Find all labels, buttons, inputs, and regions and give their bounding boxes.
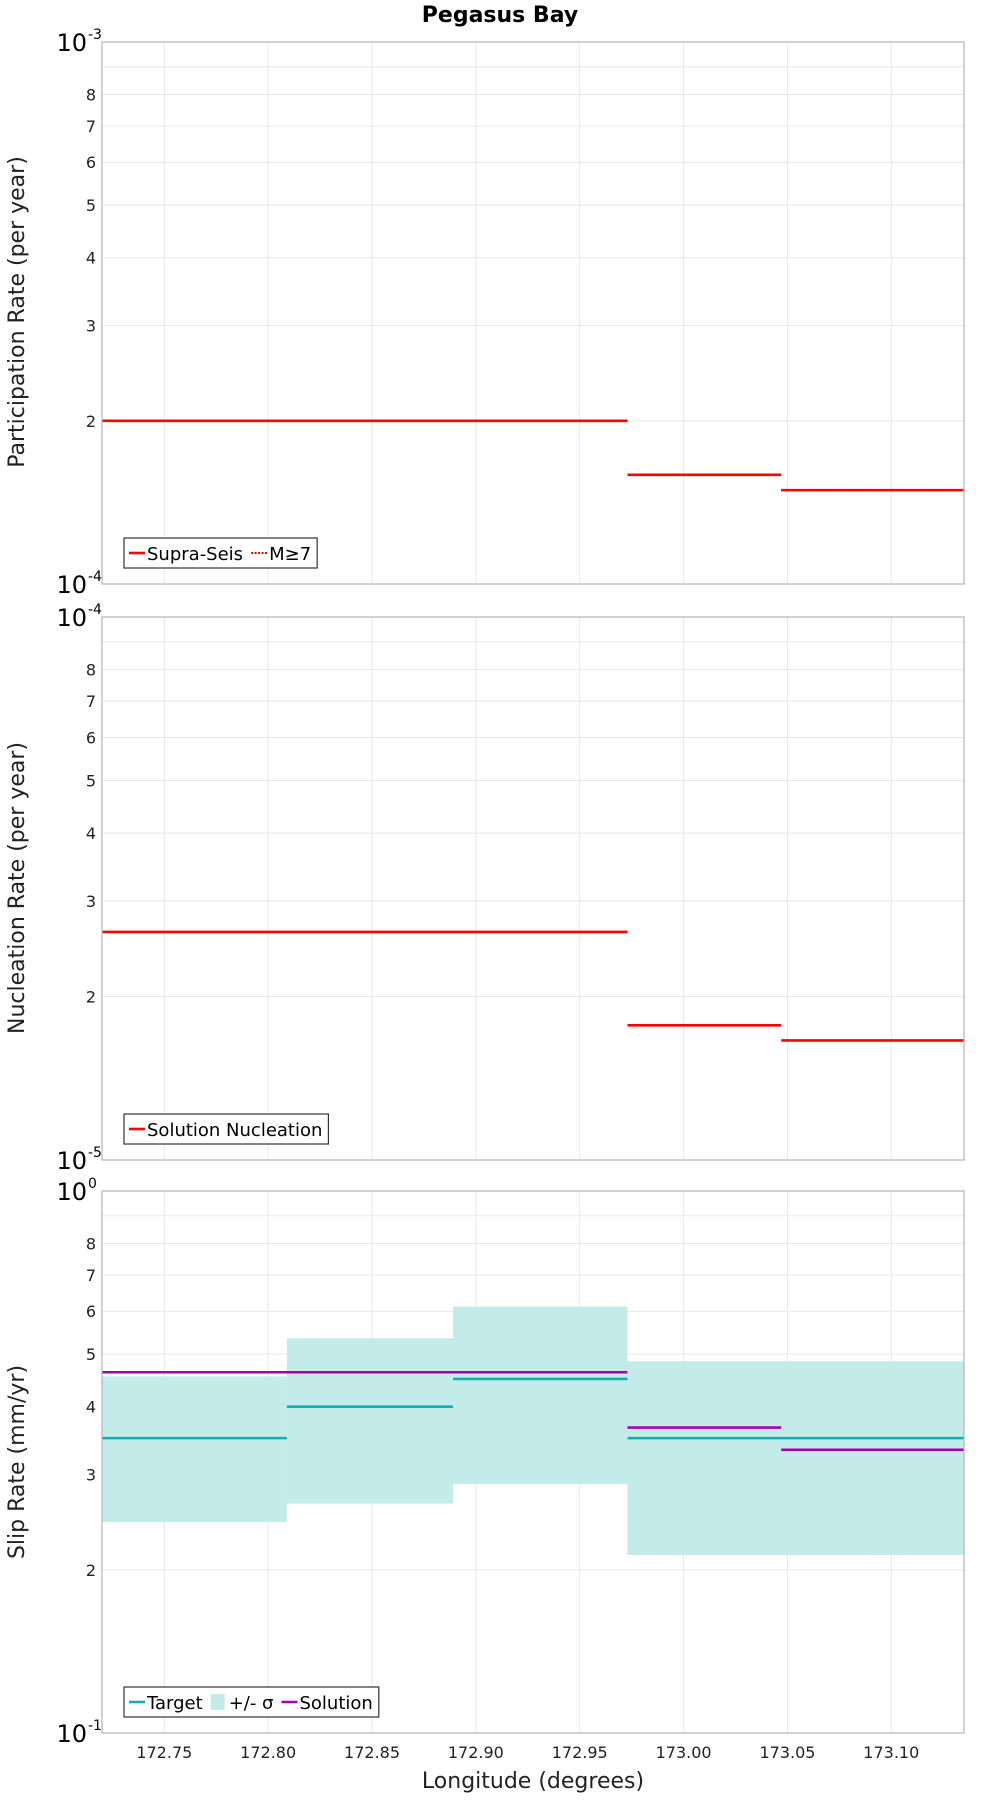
- legend-m-7-label: M≥7: [269, 544, 311, 565]
- legend-solution-nucleation-label: Solution Nucleation: [147, 1120, 322, 1141]
- legend: Supra-Seis M≥7: [123, 537, 318, 569]
- legend-supra-seis-label: Supra-Seis: [147, 544, 243, 565]
- y-tick-label: 4: [86, 824, 96, 843]
- x-tick-label: 172.90: [448, 1743, 504, 1762]
- y-tick-label: 3: [86, 1465, 96, 1484]
- sigma-band: [627, 1361, 964, 1556]
- plot-frame: [101, 41, 965, 585]
- legend: Solution Nucleation: [123, 1113, 330, 1145]
- y-tick-label: 4: [86, 1398, 96, 1417]
- y-major-tick-exponent: -5: [88, 1145, 102, 1161]
- y-tick-label: 7: [86, 117, 96, 136]
- y-tick-label: 5: [86, 1345, 96, 1364]
- y-major-tick-label: 10: [56, 1147, 87, 1175]
- x-axis-label: Longitude (degrees): [422, 1769, 644, 1794]
- legend-box: [123, 1113, 330, 1145]
- y-major-tick-label: 10: [56, 1178, 87, 1206]
- y-major-tick-exponent: -4: [88, 602, 102, 618]
- y-tick-label: 6: [86, 728, 96, 747]
- nucleation-ylabel: Nucleation Rate (per year): [5, 742, 30, 1034]
- y-tick-label: 7: [86, 692, 96, 711]
- legend-solution-label: Solution: [299, 1693, 372, 1714]
- y-tick-label: 4: [86, 249, 96, 268]
- sigma-band: [453, 1306, 628, 1485]
- y-major-tick-label: 10: [56, 604, 87, 632]
- legend-sigma-swatch: [210, 1694, 225, 1710]
- y-major-tick-exponent: -1: [88, 1718, 102, 1734]
- participation-ylabel: Participation Rate (per year): [5, 156, 30, 468]
- y-tick-label: 8: [86, 1235, 96, 1254]
- sigma-band: [102, 1376, 287, 1523]
- y-tick-label: 2: [86, 412, 96, 431]
- y-tick-label: 2: [86, 1561, 96, 1580]
- plot-frame: [101, 1190, 965, 1734]
- y-tick-label: 5: [86, 771, 96, 790]
- y-tick-label: 6: [86, 1302, 96, 1321]
- y-tick-label: 7: [86, 1266, 96, 1285]
- x-tick-label: 172.85: [344, 1743, 400, 1762]
- x-tick-label: 172.80: [240, 1743, 296, 1762]
- x-tick-label: 173.00: [656, 1743, 712, 1762]
- y-tick-label: 5: [86, 196, 96, 215]
- legend-box: [123, 1686, 380, 1718]
- y-major-tick-label: 10: [56, 571, 87, 599]
- legend-box: [123, 537, 318, 569]
- y-tick-label: 8: [86, 661, 96, 680]
- x-tick-label: 173.10: [863, 1743, 919, 1762]
- legend: Target +/- σ Solution: [123, 1686, 380, 1718]
- plot-area: [102, 617, 964, 1160]
- y-tick-label: 3: [86, 892, 96, 911]
- plot-frame: [101, 616, 965, 1161]
- legend-sigma-label: +/- σ: [229, 1693, 274, 1714]
- y-major-tick-exponent: -4: [88, 569, 102, 585]
- y-major-tick-exponent: -3: [88, 27, 102, 43]
- plot-area: [102, 42, 964, 584]
- x-tick-label: 172.95: [552, 1743, 608, 1762]
- x-tick-label: 172.75: [136, 1743, 192, 1762]
- sigma-band: [286, 1338, 454, 1504]
- chart-title: Pegasus Bay: [422, 3, 578, 28]
- y-tick-label: 2: [86, 988, 96, 1007]
- y-tick-label: 6: [86, 153, 96, 172]
- x-tick-label: 173.05: [759, 1743, 815, 1762]
- y-major-tick-label: 10: [56, 29, 87, 57]
- y-major-tick-label: 10: [56, 1720, 87, 1748]
- slip-rate-ylabel: Slip Rate (mm/yr): [5, 1365, 30, 1559]
- y-tick-label: 8: [86, 86, 96, 105]
- legend-target-label: Target: [146, 1693, 203, 1714]
- y-tick-label: 3: [86, 316, 96, 335]
- y-major-tick-exponent: 0: [88, 1176, 97, 1192]
